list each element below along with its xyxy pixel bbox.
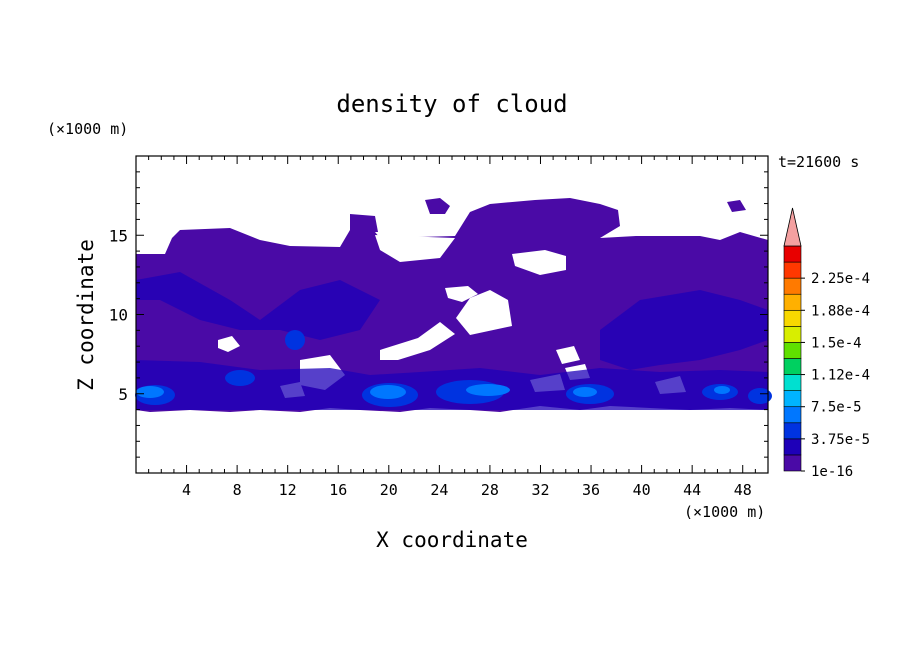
y-unit-label: (×1000 m) xyxy=(47,120,128,138)
x-tick-label: 24 xyxy=(430,481,448,499)
x-tick-label: 48 xyxy=(734,481,752,499)
cloud-core-level3 xyxy=(466,384,510,396)
clear-air-region xyxy=(380,322,455,360)
colorbar-label: 7.5e-5 xyxy=(811,400,862,416)
y-tick-label: 5 xyxy=(118,385,128,404)
cloud-core-level2 xyxy=(285,330,305,350)
cloud-core-level3 xyxy=(714,386,730,394)
x-tick-label: 28 xyxy=(481,481,499,499)
colorbar-band xyxy=(783,390,802,408)
x-tick-label: 32 xyxy=(531,481,549,499)
clear-air-region xyxy=(375,235,455,262)
colorbar-label: 1.5e-4 xyxy=(811,335,862,351)
y-tick-label: 15 xyxy=(109,226,128,245)
cloud-region-level1 xyxy=(600,290,768,370)
cloud-region-base xyxy=(727,200,746,212)
clear-air-region xyxy=(556,346,580,364)
clear-air-region xyxy=(512,250,566,275)
cloud-region-base xyxy=(350,214,378,232)
clear-air-region xyxy=(218,336,240,352)
colorbar-label: 3.75e-5 xyxy=(811,432,870,448)
colorbar-band xyxy=(783,406,802,424)
x-tick-label: 8 xyxy=(233,481,242,499)
colorbar-extend-max xyxy=(783,207,802,247)
colorbar-band xyxy=(783,422,802,440)
cloud-core-level3 xyxy=(136,386,164,398)
x-tick-label: 36 xyxy=(582,481,600,499)
colorbar-band xyxy=(783,326,802,343)
x-unit-label: (×1000 m) xyxy=(684,503,765,521)
clear-air-region xyxy=(445,286,478,302)
x-tick-label: 44 xyxy=(683,481,701,499)
cloud-region-level1 xyxy=(136,272,380,340)
colorbar-band xyxy=(783,454,802,472)
x-tick-label: 20 xyxy=(380,481,398,499)
clear-air-region xyxy=(456,290,512,335)
cloud-contour-field xyxy=(135,198,772,412)
x-tick-label: 16 xyxy=(329,481,347,499)
colorbar: 1e-16 3.75e-5 7.5e-5 1.12e-4 1.5e-4 1.88e-4 2.… xyxy=(783,207,870,480)
cloud-core-level2 xyxy=(748,388,772,404)
colorbar-band xyxy=(783,261,802,279)
time-label: t=21600 s xyxy=(778,153,859,171)
chart-title: density of cloud xyxy=(336,90,567,118)
x-axis-label: X coordinate xyxy=(376,528,528,552)
colorbar-label: 1e-16 xyxy=(811,464,853,480)
colorbar-band xyxy=(783,342,802,359)
cloud-core-level3 xyxy=(573,387,597,397)
colorbar-label: 1.88e-4 xyxy=(811,303,870,319)
y-axis-label: Z coordinate xyxy=(74,239,98,391)
colorbar-band xyxy=(783,309,802,327)
y-tick-label: 10 xyxy=(109,306,128,325)
colorbar-label: 1.12e-4 xyxy=(811,368,870,384)
cloud-core-level3 xyxy=(370,385,406,399)
colorbar-band xyxy=(783,438,802,456)
cloud-region-base xyxy=(425,198,450,214)
colorbar-band xyxy=(783,358,802,375)
x-tick-label: 4 xyxy=(182,481,191,499)
x-tick-label: 40 xyxy=(633,481,651,499)
colorbar-label: 2.25e-4 xyxy=(811,271,870,287)
colorbar-band xyxy=(783,374,802,391)
colorbar-band xyxy=(783,293,802,311)
cloud-core-level2 xyxy=(225,370,255,386)
colorbar-band xyxy=(783,245,802,263)
x-tick-label: 12 xyxy=(279,481,297,499)
colorbar-band xyxy=(783,277,802,295)
